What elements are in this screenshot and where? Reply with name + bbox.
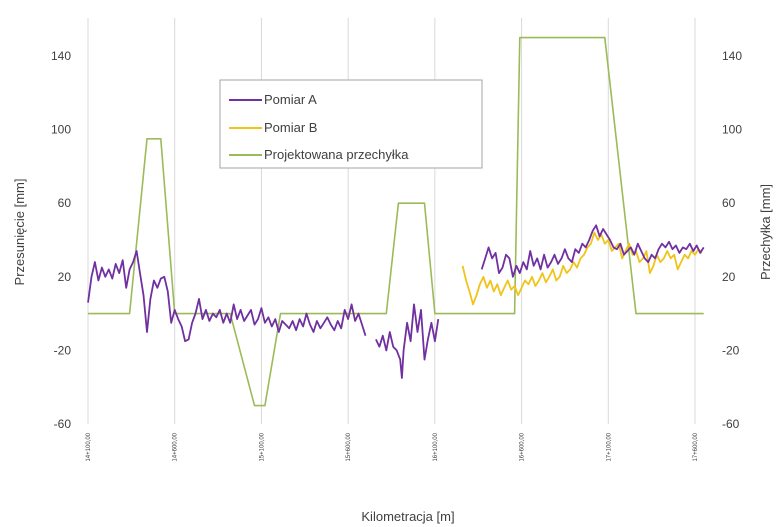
left-tick-label: -20 [54,343,72,357]
x-tick-label: 15+600,00 [346,432,352,461]
x-tick-label: 14+600,00 [173,432,179,461]
left-tick-label: 100 [51,123,71,137]
series-line-pomiar-a-2 [480,224,705,278]
left-tick-label: -60 [54,417,72,431]
x-axis-ticks: 14+100,00 14+600,00 15+100,00 15+600,00 … [86,432,699,461]
left-tick-label: 20 [58,270,72,284]
right-tick-label: 140 [722,49,742,63]
left-tick-label: 60 [58,196,72,210]
x-tick-label: 14+100,00 [86,432,92,461]
left-axis-title: Przesunięcie [mm] [12,179,27,286]
x-axis-title: Kilometracja [m] [361,509,454,524]
grid [87,18,696,424]
series-line-pomiar-a-1 [375,303,440,379]
right-tick-label: -60 [722,417,740,431]
right-tick-label: 100 [722,123,742,137]
legend-label-pomiar-b: Pomiar B [264,120,317,135]
series-line-pomiar-b-0 [461,231,703,306]
right-tick-label: 20 [722,270,736,284]
legend-label-projektowana-przechylka: Projektowana przechyłka [264,147,409,162]
legend-label-pomiar-a: Pomiar A [264,92,317,107]
legend-box [219,79,483,169]
x-tick-label: 15+100,00 [259,432,265,461]
left-axis-ticks: 140 100 60 20 -20 -60 [51,49,71,431]
x-tick-label: 16+100,00 [433,432,439,461]
right-tick-label: -20 [722,343,740,357]
series-line-pomiar-a-0 [87,250,367,343]
x-tick-label: 17+100,00 [606,432,612,461]
series-line-projektowana-przechy-ka-0 [88,36,704,407]
series [87,36,705,407]
right-axis-ticks: 140 100 60 20 -20 -60 [722,49,742,431]
x-tick-label: 17+600,00 [693,432,699,461]
x-tick-label: 16+600,00 [520,432,526,461]
legend: Pomiar A Pomiar B Projektowana przechyłk… [219,79,483,169]
right-tick-label: 60 [722,196,736,210]
right-axis-title: Przechyłka [mm] [758,184,773,280]
left-tick-label: 140 [51,49,71,63]
